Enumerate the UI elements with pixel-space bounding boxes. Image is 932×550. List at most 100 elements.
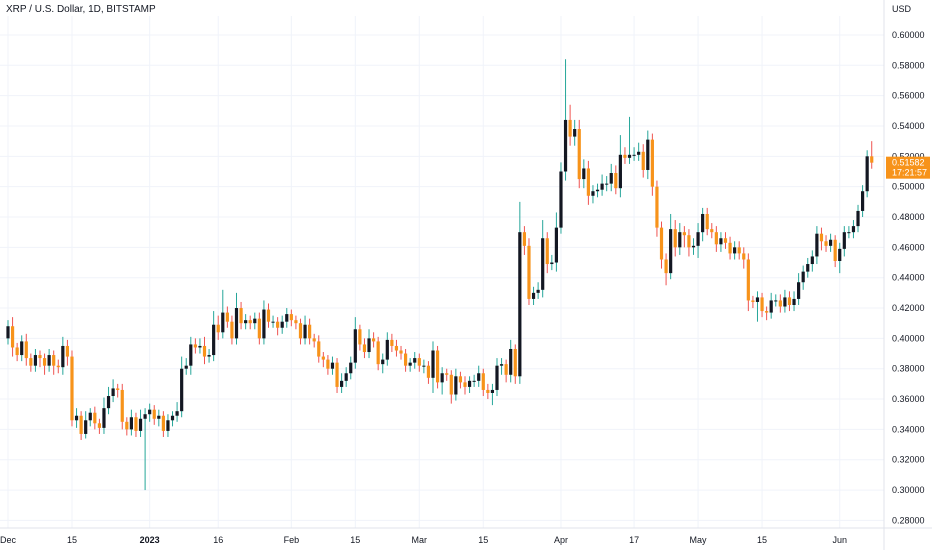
candle — [765, 306, 769, 321]
candle — [408, 358, 412, 372]
candle — [10, 317, 15, 357]
candle — [6, 320, 10, 345]
candle — [111, 379, 115, 403]
candle-body — [70, 356, 74, 421]
candle — [244, 314, 248, 330]
candle-body — [860, 191, 865, 211]
candle — [669, 213, 673, 280]
candle — [554, 212, 558, 272]
candle-body — [298, 323, 303, 339]
candle — [266, 303, 271, 328]
candle-body — [509, 348, 513, 375]
candle — [504, 359, 508, 383]
candle — [116, 383, 120, 398]
candle — [271, 315, 275, 328]
candle — [705, 207, 709, 236]
candle-body — [422, 365, 426, 367]
price-tag: 0.51582 17:21:57 — [886, 156, 930, 179]
y-tick-label: 0.56000 — [892, 91, 925, 101]
candle-body — [646, 139, 650, 170]
x-tick-label: Feb — [284, 535, 300, 545]
candle-body — [6, 326, 10, 339]
candle — [381, 353, 385, 374]
candle-body — [435, 350, 440, 383]
candle — [157, 409, 161, 427]
candle-body — [490, 389, 495, 393]
candle-body — [266, 309, 271, 322]
candle — [783, 289, 787, 313]
candle-body — [787, 297, 792, 305]
candle-body — [239, 308, 243, 324]
candle — [257, 312, 261, 345]
candle — [605, 176, 609, 192]
candle-body — [248, 320, 252, 324]
y-tick-label: 0.34000 — [892, 424, 925, 434]
candle-body — [531, 292, 536, 299]
candle — [280, 315, 284, 334]
grid-layer — [0, 16, 884, 528]
candle — [737, 241, 741, 260]
candle-body — [719, 238, 723, 245]
candle — [97, 418, 101, 434]
y-tick-label: 0.32000 — [892, 455, 925, 465]
candle-body — [541, 238, 545, 290]
candle-body — [38, 355, 42, 359]
y-tick-label: 0.52000 — [892, 151, 925, 161]
candle — [787, 291, 792, 312]
candle-body — [358, 329, 362, 345]
candle-body — [723, 238, 728, 243]
candle — [376, 336, 380, 371]
candle — [637, 142, 641, 161]
candle — [298, 318, 303, 345]
candle-body — [79, 415, 83, 434]
candle — [733, 241, 737, 260]
candle — [449, 370, 453, 404]
candle-body — [792, 298, 796, 305]
candle — [829, 233, 833, 252]
candle-body — [317, 341, 321, 357]
candle — [289, 309, 293, 327]
candle — [184, 358, 188, 375]
candle — [870, 141, 874, 169]
candle — [216, 315, 220, 340]
candle — [38, 350, 42, 368]
candle-body — [33, 355, 38, 366]
candle-body — [554, 227, 558, 263]
candle-body — [143, 414, 147, 419]
candle — [751, 295, 755, 309]
candle-body — [586, 168, 590, 196]
candle-layer — [6, 59, 874, 491]
y-tick-label: 0.44000 — [892, 273, 925, 283]
candle — [541, 220, 545, 298]
candle-body — [563, 119, 568, 172]
candle-body — [751, 300, 755, 302]
candle-body — [125, 421, 129, 430]
candle-body — [221, 312, 225, 333]
candle — [810, 250, 814, 272]
candle — [88, 408, 92, 427]
candle-body — [737, 247, 741, 254]
candle — [577, 119, 581, 189]
candle — [61, 336, 65, 375]
candle-body — [760, 297, 764, 312]
candle — [20, 335, 24, 362]
candle — [710, 223, 714, 239]
candle — [198, 338, 202, 354]
candle — [326, 355, 330, 375]
candle-body — [253, 318, 257, 324]
candle — [833, 235, 837, 268]
candle-body — [257, 318, 261, 339]
candle — [550, 254, 554, 271]
candle-body — [669, 229, 673, 274]
candle-body — [801, 271, 805, 283]
candle-body — [746, 259, 750, 301]
candle — [467, 376, 472, 393]
candle — [586, 160, 590, 205]
candle — [838, 242, 842, 274]
candle — [175, 402, 179, 422]
candle-body — [189, 344, 193, 366]
candle — [262, 300, 266, 345]
